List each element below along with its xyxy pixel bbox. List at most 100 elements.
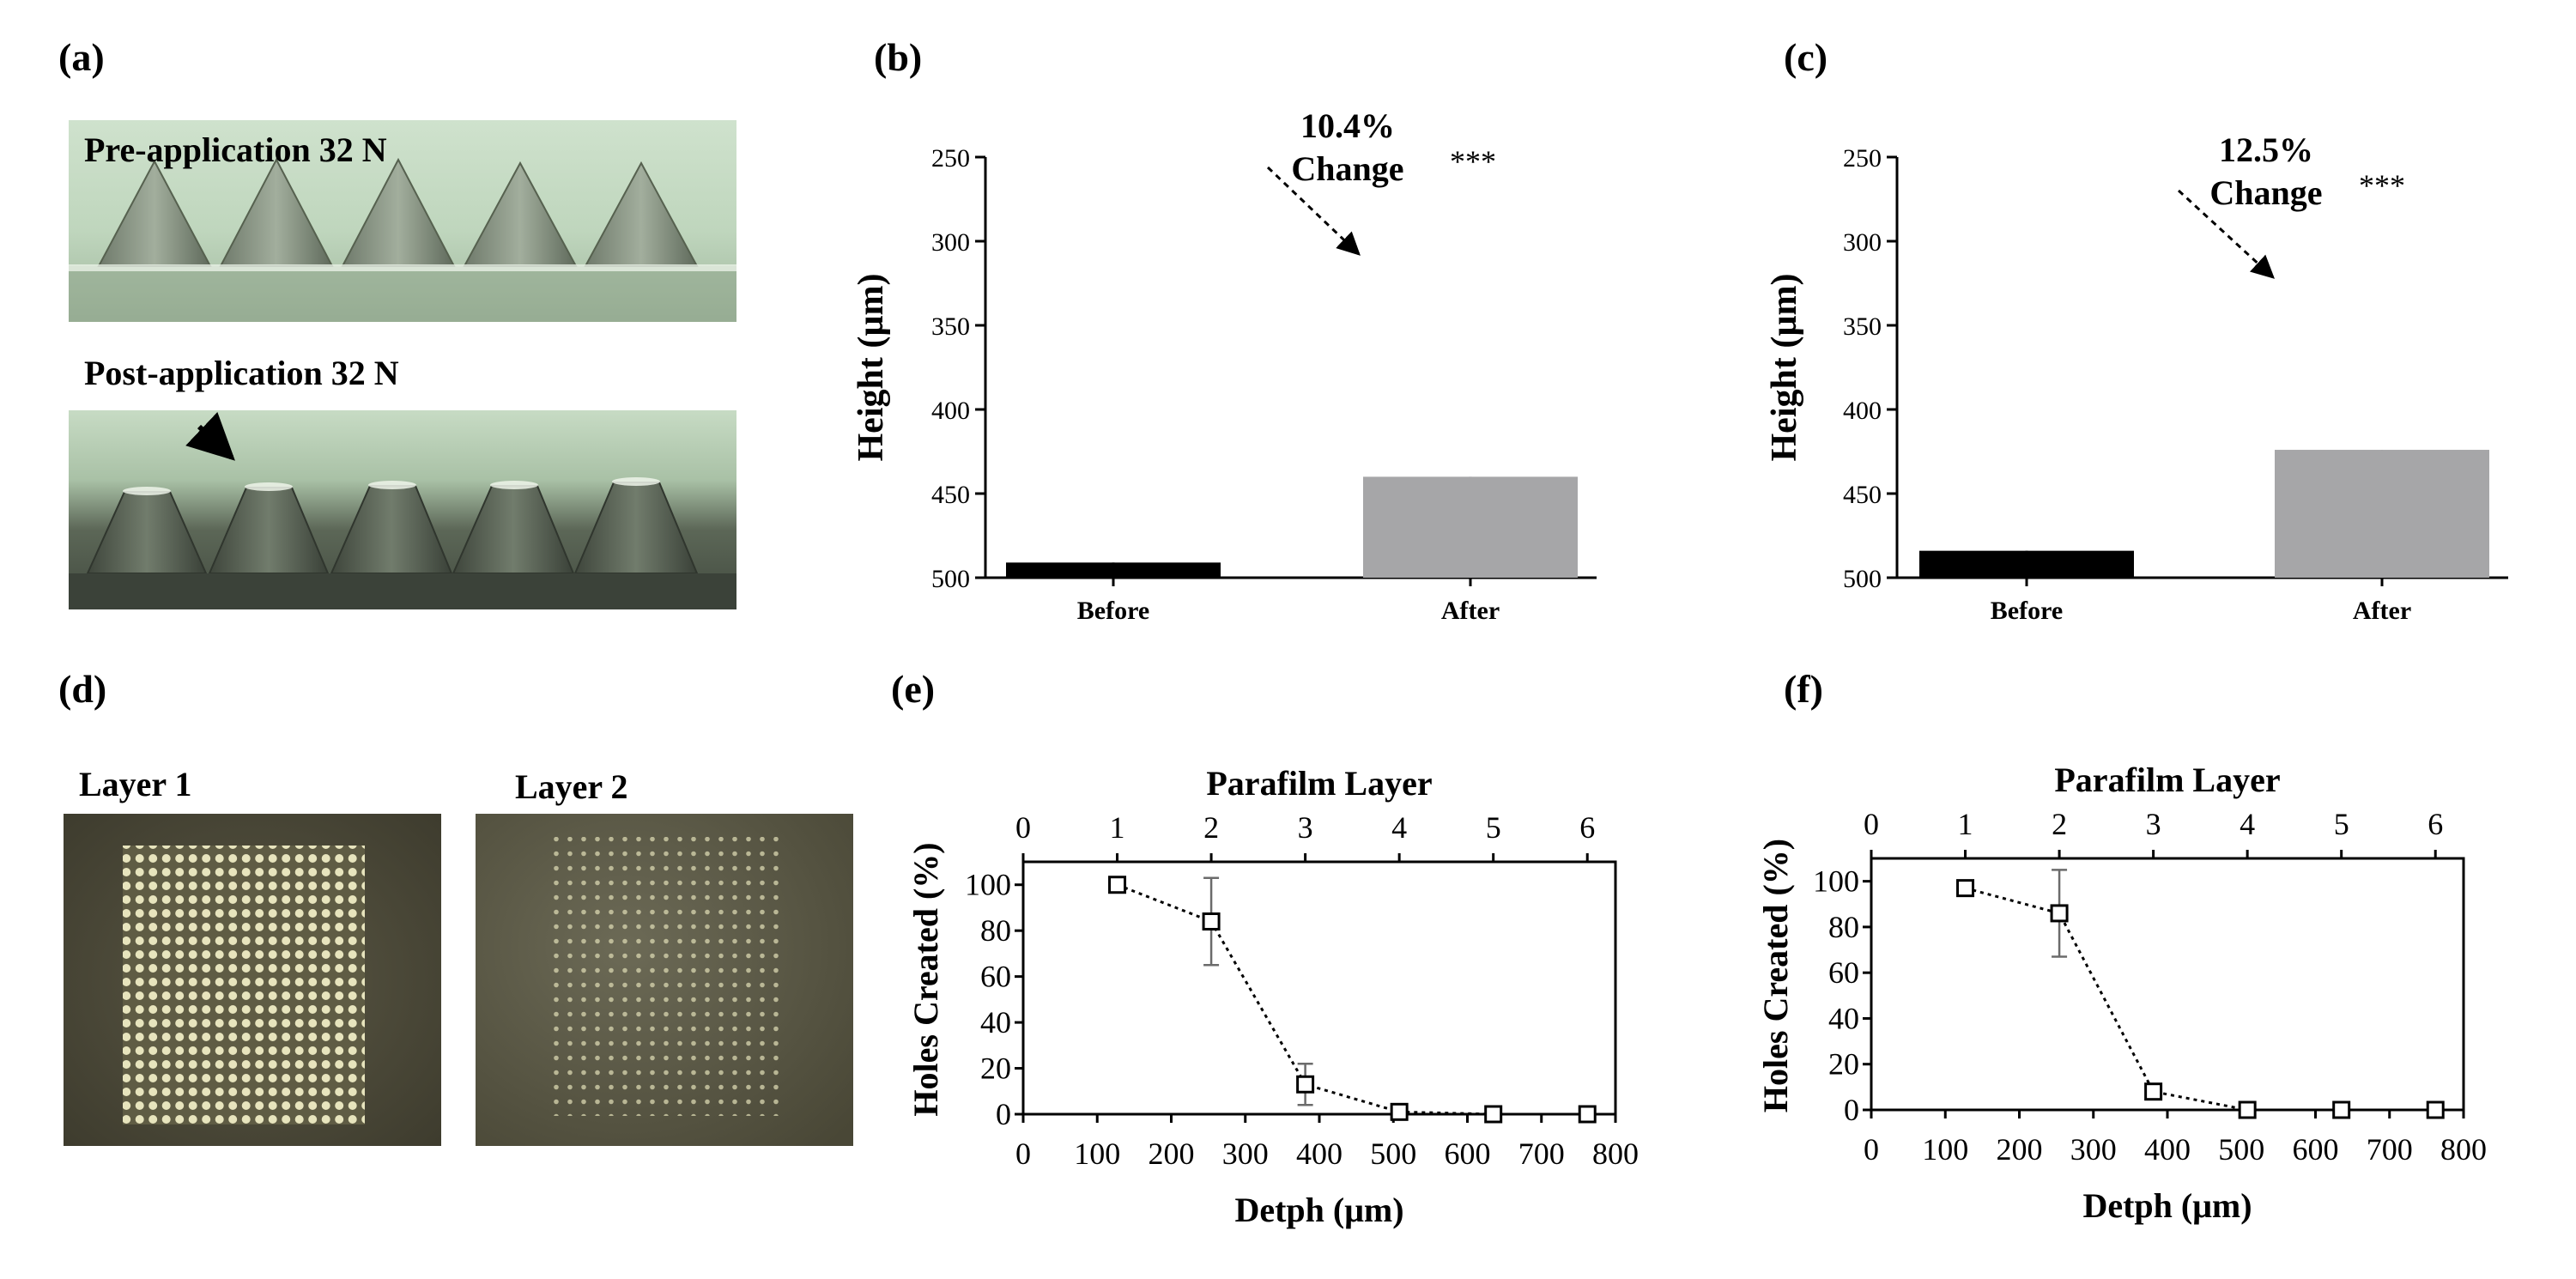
- y-tick-label: 350: [1843, 312, 1882, 341]
- top-tick-label: 4: [2240, 807, 2255, 841]
- data-point: [2332, 1100, 2351, 1119]
- series-line: [1965, 887, 2436, 1112]
- y-tick-label: 250: [1843, 144, 1882, 173]
- panel-e-label: (e): [891, 667, 935, 711]
- top-tick-label: 1: [1110, 810, 1125, 845]
- y-tick-label: 60: [980, 960, 1011, 994]
- y-tick-label: 250: [931, 144, 970, 173]
- plot-frame: [1021, 860, 1617, 1116]
- panel-d-label: (d): [58, 667, 106, 711]
- top-tick-label: 3: [2146, 807, 2161, 841]
- x-tick-label: 700: [2367, 1132, 2413, 1167]
- y-tick-label: 80: [980, 913, 1011, 948]
- chart-b: 250 300 350 400 450 500 Before After Height (µm)…: [852, 106, 1597, 625]
- data-point: [2050, 904, 2069, 923]
- y-tick-label: 500: [931, 565, 970, 593]
- x-tick-label: After: [1441, 597, 1500, 625]
- data-point: [1956, 879, 1975, 898]
- y-tick-label: 400: [931, 397, 970, 425]
- change-percent-label: 10.4%: [1300, 106, 1395, 145]
- layer1-photo: [64, 814, 441, 1146]
- change-arrow: [1266, 166, 1361, 256]
- panel-f-label: (f): [1784, 667, 1823, 711]
- significance-label: ***: [1450, 144, 1496, 179]
- x-tick-label: 0: [1864, 1132, 1879, 1167]
- change-word-label: Change: [2209, 173, 2322, 212]
- top-axis-label: Parafilm Layer: [2054, 761, 2280, 799]
- change-percent-label: 12.5%: [2219, 130, 2313, 169]
- data-point: [1202, 912, 1221, 930]
- data-point: [1390, 1102, 1409, 1121]
- top-tick-label: 2: [1203, 810, 1219, 845]
- data-point: [1578, 1105, 1597, 1124]
- top-tick-label: 4: [1391, 810, 1407, 845]
- y-tick-label: 60: [1828, 955, 1859, 990]
- top-tick-label: 6: [1579, 810, 1595, 845]
- series-line: [1116, 883, 1588, 1116]
- post-application-photo: [69, 410, 736, 609]
- layer2-photo: [476, 814, 853, 1146]
- layer2-caption: Layer 2: [515, 767, 627, 806]
- data-point: [2426, 1100, 2445, 1119]
- top-tick-label: 3: [1298, 810, 1313, 845]
- x-tick-label: 400: [2144, 1132, 2191, 1167]
- pre-application-caption: Pre-application 32 N: [84, 130, 387, 169]
- change-word-label: Change: [1291, 149, 1403, 188]
- top-tick-label: 5: [2334, 807, 2349, 841]
- top-axis-label: Parafilm Layer: [1206, 764, 1432, 803]
- x-tick-label: 200: [1149, 1137, 1195, 1171]
- data-point: [2238, 1100, 2257, 1119]
- data-point: [1296, 1075, 1315, 1094]
- significance-label: ***: [2359, 168, 2405, 203]
- y-tick-label: 350: [931, 312, 970, 341]
- y-axis-label: Holes Created (%): [906, 842, 945, 1116]
- y-tick-label: 20: [1828, 1047, 1859, 1082]
- panel-c-label: (c): [1784, 35, 1827, 79]
- x-tick-label: 300: [1222, 1137, 1269, 1171]
- y-tick-label: 500: [1843, 565, 1882, 593]
- x-axis-label: Detph (μm): [1234, 1191, 1403, 1229]
- top-tick-label: 6: [2428, 807, 2443, 841]
- x-tick-label: 100: [1074, 1137, 1120, 1171]
- y-axis-label: Height (µm): [1765, 274, 1804, 462]
- x-tick-label: 400: [1296, 1137, 1343, 1171]
- data-point: [1108, 876, 1127, 894]
- post-application-caption: Post-application 32 N: [84, 354, 399, 392]
- top-tick-label: 0: [1864, 807, 1879, 841]
- y-tick-label: 300: [931, 228, 970, 257]
- y-tick-label: 100: [1813, 864, 1859, 899]
- y-axis-label: Height (µm): [852, 274, 891, 462]
- y-tick-label: 450: [1843, 481, 1882, 509]
- y-tick-label: 0: [996, 1097, 1011, 1131]
- chart-c: 250 300 350 400 450 500 Before After Height (µm)…: [1765, 130, 2508, 625]
- y-axis-label: Holes Created (%): [1756, 839, 1795, 1112]
- indicator-arrow: [185, 411, 235, 461]
- x-tick-label: Before: [1991, 597, 2063, 625]
- x-tick-label: 700: [1518, 1137, 1565, 1171]
- top-tick-label: 1: [1958, 807, 1973, 841]
- top-tick-label: 5: [1486, 810, 1501, 845]
- data-point: [2144, 1082, 2163, 1101]
- x-tick-label: Before: [1077, 597, 1149, 625]
- y-tick-label: 20: [980, 1052, 1011, 1086]
- x-tick-label: 600: [1445, 1137, 1491, 1171]
- y-tick-label: 400: [1843, 397, 1882, 425]
- y-tick-label: 300: [1843, 228, 1882, 257]
- x-tick-label: After: [2353, 597, 2411, 625]
- y-tick-label: 80: [1828, 910, 1859, 944]
- x-tick-label: 100: [1922, 1132, 1968, 1167]
- y-tick-label: 40: [980, 1005, 1011, 1040]
- x-tick-label: 0: [1015, 1137, 1031, 1171]
- pre-application-photo: [69, 120, 736, 322]
- x-tick-label: 800: [1592, 1137, 1639, 1171]
- top-tick-label: 0: [1015, 810, 1031, 845]
- x-tick-label: 500: [2218, 1132, 2264, 1167]
- top-tick-label: 2: [2052, 807, 2067, 841]
- y-tick-label: 100: [965, 868, 1011, 902]
- x-tick-label: 300: [2070, 1132, 2117, 1167]
- x-tick-label: 200: [1997, 1132, 2043, 1167]
